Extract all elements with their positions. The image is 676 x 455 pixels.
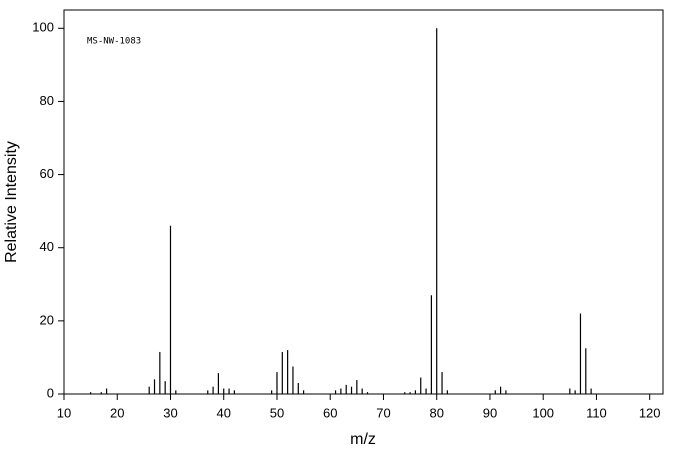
y-tick-label: 0 <box>47 385 54 400</box>
y-tick-label: 60 <box>40 166 54 181</box>
y-tick-label: 80 <box>40 93 54 108</box>
x-tick-label: 40 <box>216 405 230 420</box>
x-tick-label: 20 <box>110 405 124 420</box>
y-tick-label: 20 <box>40 312 54 327</box>
x-tick-label: 100 <box>532 405 554 420</box>
x-axis-label: m/z <box>350 431 376 448</box>
x-tick-label: 90 <box>483 405 497 420</box>
x-tick-label: 60 <box>323 405 337 420</box>
y-axis-label: Relative Intensity <box>3 141 20 263</box>
x-tick-label: 50 <box>270 405 284 420</box>
x-tick-label: 70 <box>376 405 390 420</box>
y-tick-label: 100 <box>32 20 54 35</box>
x-tick-label: 10 <box>57 405 71 420</box>
x-tick-label: 80 <box>429 405 443 420</box>
y-tick-label: 40 <box>40 239 54 254</box>
x-tick-label: 120 <box>639 405 661 420</box>
x-tick-label: 110 <box>586 405 607 420</box>
annotation: MS-NW-1083 <box>87 37 141 47</box>
plot-frame <box>63 9 664 395</box>
x-tick-label: 30 <box>163 405 177 420</box>
